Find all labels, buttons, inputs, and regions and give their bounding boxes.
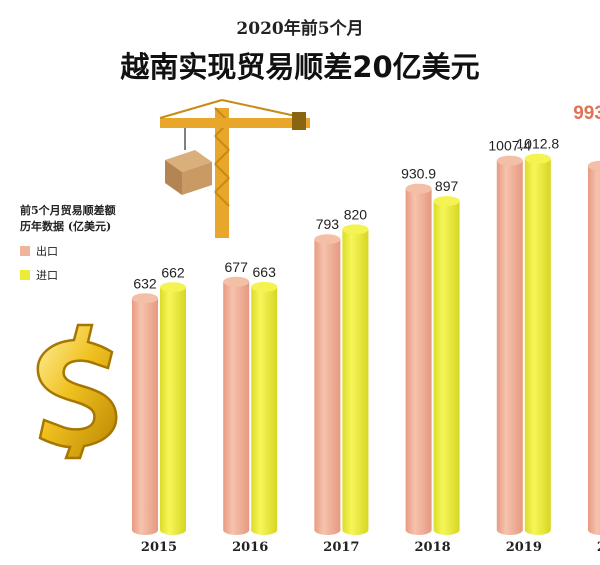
data-label-import-2018: 897 xyxy=(435,178,459,194)
data-label-import-2017: 820 xyxy=(344,206,368,222)
legend: 前5个月贸易顺差额 历年数据 (亿美元) 出口 进口 xyxy=(20,203,170,283)
data-label-import-2015: 662 xyxy=(161,264,185,280)
legend-swatch-export xyxy=(20,246,30,256)
bar-base-import-2017 xyxy=(342,525,369,535)
legend-label-export: 出口 xyxy=(36,245,58,258)
chart-subtitle: 2020年前5个月 xyxy=(236,19,364,39)
bar-import-2017 xyxy=(342,229,369,531)
data-label-export-2015: 632 xyxy=(133,275,157,291)
legend-swatch-import xyxy=(20,270,30,280)
x-tick-2019: 2019 xyxy=(506,540,542,555)
bar-cap-export-2017 xyxy=(314,234,341,245)
data-label-export-2016: 677 xyxy=(225,259,249,275)
x-tick-2020: 2020 xyxy=(597,540,600,555)
x-tick-2017: 2017 xyxy=(323,540,359,555)
bar-import-2015 xyxy=(160,287,186,530)
bar-cap-import-2016 xyxy=(251,281,278,292)
bar-export-2020 xyxy=(588,165,600,530)
bar-base-import-2019 xyxy=(524,525,551,535)
legend-title-line2: 历年数据 (亿美元) xyxy=(20,220,112,233)
bar-cap-export-2020 xyxy=(588,160,600,171)
bar-cap-import-2017 xyxy=(342,224,369,235)
bar-cap-export-2018 xyxy=(405,183,432,194)
bar-cap-import-2015 xyxy=(160,282,186,293)
bar-export-2015 xyxy=(132,298,158,530)
chart-title: 越南实现贸易顺差20亿美元 xyxy=(120,50,480,84)
bar-export-2019 xyxy=(496,160,523,530)
bar-cap-import-2018 xyxy=(433,196,460,207)
bar-base-export-2019 xyxy=(496,525,523,535)
x-tick-2018: 2018 xyxy=(415,540,451,555)
x-tick-2015: 2015 xyxy=(141,540,177,555)
bar-import-2018 xyxy=(433,201,460,530)
data-label-export-2020: 993.6 xyxy=(573,103,600,124)
bar-cap-export-2015 xyxy=(132,293,158,304)
legend-title-line1: 前5个月贸易顺差额 xyxy=(20,204,116,217)
bar-import-2016 xyxy=(251,286,278,530)
legend-item-export: 出口 xyxy=(20,243,170,259)
bar-base-export-2016 xyxy=(223,525,250,535)
bar-base-import-2015 xyxy=(160,525,186,535)
bar-cap-import-2019 xyxy=(524,153,551,164)
bar-cap-export-2016 xyxy=(223,276,250,287)
bar-import-2019 xyxy=(524,158,551,530)
bar-base-export-2015 xyxy=(132,525,158,535)
legend-label-import: 进口 xyxy=(36,269,58,282)
data-label-export-2018: 930.9 xyxy=(401,166,436,182)
data-label-export-2017: 793 xyxy=(316,216,340,232)
bar-export-2016 xyxy=(223,281,250,530)
bar-base-export-2017 xyxy=(314,525,341,535)
crane-with-box-icon xyxy=(159,99,310,238)
data-label-import-2019: 1012.8 xyxy=(516,136,559,152)
x-tick-2016: 2016 xyxy=(232,540,268,555)
data-label-import-2016: 663 xyxy=(253,264,277,280)
gold-dollar-sign-icon xyxy=(36,323,118,460)
legend-item-import: 进口 xyxy=(20,267,170,283)
bar-export-2018 xyxy=(405,188,432,531)
bar-cap-export-2019 xyxy=(496,155,523,166)
data-label-export-2019: 1007.4 xyxy=(488,138,531,154)
bar-export-2017 xyxy=(314,239,341,530)
bar-base-import-2018 xyxy=(433,525,460,535)
bar-base-export-2018 xyxy=(405,525,432,535)
bar-base-import-2016 xyxy=(251,525,278,535)
bar-base-export-2020 xyxy=(588,525,600,535)
